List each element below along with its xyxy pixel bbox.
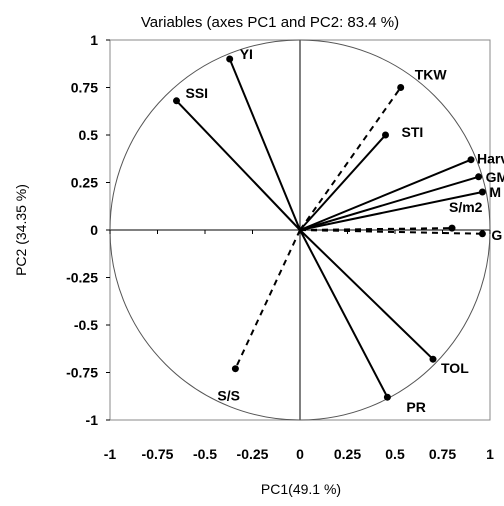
variable-point (467, 156, 475, 164)
vector-line (299, 191, 483, 231)
y-tick-label: 0.5 (79, 127, 99, 143)
y-tick-label: 1 (90, 32, 98, 48)
variable-vectors: YI SSI TKW STI Harv GMM S/m2 G TOL PR S/S (173, 46, 504, 415)
variable-point (226, 55, 234, 63)
variable-label: YI (240, 46, 253, 62)
vector-line (299, 175, 479, 231)
variable-point (478, 230, 486, 238)
y-tick-label: -1 (86, 412, 99, 428)
variable-point (231, 365, 239, 373)
variable-point (478, 188, 486, 196)
x-axis-ticks: -1 -0.75 -0.5 -0.25 0 0.25 0.5 0.75 1 (104, 230, 494, 462)
x-tick-label: 0.75 (429, 446, 456, 462)
vector-line (299, 229, 483, 235)
x-tick-label: -0.25 (237, 446, 269, 462)
y-tick-label: -0.25 (66, 270, 98, 286)
variable-label: TKW (415, 67, 448, 83)
variable-point (475, 173, 483, 181)
vector-line (228, 58, 301, 231)
x-tick-label: 0 (296, 446, 304, 462)
vector-line (299, 229, 389, 398)
variable-label: Harv (477, 151, 504, 167)
vector-line (299, 86, 402, 231)
variable-label: M (489, 184, 501, 200)
variable-point (448, 224, 456, 232)
y-axis-ticks: 1 0.75 0.5 0.25 0 -0.25 -0.5 -0.75 -1 (66, 32, 110, 428)
variable-label: SSI (186, 85, 209, 101)
variable-label: GM (486, 169, 504, 185)
variable-point (429, 355, 437, 363)
x-tick-label: 1 (486, 446, 494, 462)
y-tick-label: 0 (90, 222, 98, 238)
y-tick-label: -0.5 (74, 317, 98, 333)
variable-point (173, 97, 180, 105)
variable-label: STI (402, 124, 424, 140)
x-tick-label: -1 (104, 446, 117, 462)
x-tick-label: -0.5 (193, 446, 217, 462)
variable-label: S/S (217, 388, 240, 404)
vector-line (299, 158, 472, 231)
variable-point (382, 131, 389, 139)
variable-label: TOL (441, 360, 469, 376)
variable-point (397, 84, 405, 91)
variable-label: PR (406, 399, 425, 415)
variable-label: S/m2 (449, 199, 483, 215)
vector-line (234, 229, 301, 370)
chart-title: Variables (axes PC1 and PC2: 83.4 %) (141, 14, 399, 31)
y-tick-label: -0.75 (66, 365, 98, 381)
y-axis-label: PC2 (34.35 %) (13, 184, 29, 276)
vector-line (175, 100, 301, 231)
x-tick-label: 0.5 (385, 446, 405, 462)
x-tick-label: -0.75 (142, 446, 174, 462)
y-tick-label: 0.25 (71, 175, 98, 191)
vector-line (299, 134, 387, 231)
x-tick-label: 0.25 (334, 446, 361, 462)
variable-label: G (491, 227, 502, 243)
x-axis-label: PC1(49.1 %) (261, 481, 341, 497)
vector-line (299, 229, 434, 360)
variable-point (383, 393, 391, 401)
y-tick-label: 0.75 (71, 80, 98, 96)
